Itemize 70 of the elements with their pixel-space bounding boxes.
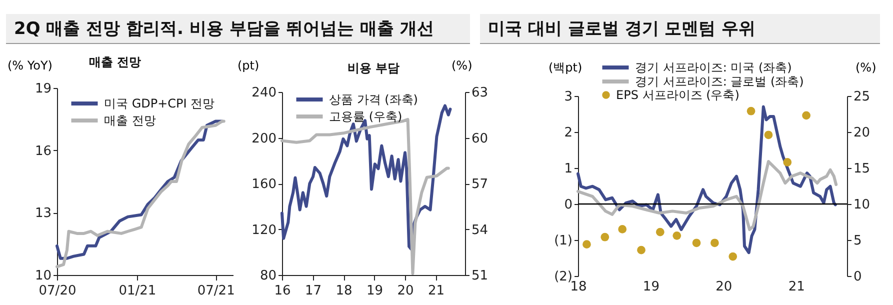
chart-title: 미국 대비 글로벌 경기 모멘텀 우위 bbox=[480, 14, 880, 44]
legend-label: 고용률 (우축) bbox=[329, 110, 402, 124]
legend-label: 경기 서프라이즈: 글로벌 (좌축) bbox=[635, 74, 804, 88]
y-axis-title: (% YoY) bbox=[8, 58, 52, 72]
chart-title: 2Q 매출 전망 합리적. 비용 부담을 뛰어넘는 매출 개선 bbox=[6, 14, 470, 44]
y2-tick-label: 54 bbox=[472, 222, 488, 238]
x-tick-label: 19 bbox=[366, 284, 384, 298]
legend-label: 상품 가격 (좌축) bbox=[329, 92, 418, 106]
y-tick-label: 240 bbox=[252, 86, 276, 100]
point bbox=[600, 232, 610, 242]
line-series bbox=[280, 104, 452, 252]
y2-tick-label: 25 bbox=[854, 90, 870, 104]
y2-tick-label: 0 bbox=[854, 270, 862, 284]
chart-subtitle: 매출 전망 bbox=[88, 55, 142, 69]
y-tick-label: 120 bbox=[252, 222, 276, 238]
point bbox=[618, 225, 627, 234]
y-tick-label: 10 bbox=[34, 268, 52, 284]
legend-label: 미국 GDP+CPI 전망 bbox=[104, 96, 215, 110]
y-tick-label: 80 bbox=[260, 268, 276, 284]
y2-tick-label: 5 bbox=[854, 234, 862, 248]
x-tick-label: 19 bbox=[642, 280, 660, 294]
y-axis-title: (백pt) bbox=[548, 60, 582, 74]
legend-label: 경기 서프라이즈: 미국 (좌축) bbox=[635, 60, 792, 74]
point bbox=[783, 158, 792, 166]
point bbox=[802, 111, 810, 120]
chart-title: 비용 부담 bbox=[347, 61, 400, 75]
y-tick-label: 16 bbox=[34, 144, 52, 159]
y-tick-label: 3 bbox=[564, 90, 572, 104]
y-tick-label: (1) bbox=[554, 234, 572, 248]
legend-label: EPS 서프라이즈 (우축) bbox=[616, 88, 740, 102]
x-tick-label: 20 bbox=[716, 280, 732, 294]
point bbox=[728, 252, 738, 261]
legend-label: 매출 전망 bbox=[104, 114, 156, 128]
x-tick-label: 07/20 bbox=[38, 284, 76, 298]
x-tick-label: 18 bbox=[570, 280, 587, 294]
y2-tick-label: 51 bbox=[472, 268, 488, 284]
y2-tick-label: 10 bbox=[854, 198, 870, 212]
point bbox=[672, 232, 682, 240]
x-tick-label: 21 bbox=[788, 280, 805, 294]
y2-tick-label: 57 bbox=[472, 177, 488, 192]
y-tick-label: 160 bbox=[252, 177, 276, 192]
x-tick-label: 01/21 bbox=[118, 284, 156, 298]
y2-tick-label: 20 bbox=[854, 126, 870, 140]
y2-tick-label: 15 bbox=[854, 162, 870, 176]
x-tick-label: 21 bbox=[428, 284, 445, 298]
y-tick-label: 1 bbox=[564, 162, 572, 176]
x-tick-label: 16 bbox=[274, 284, 291, 298]
y2-tick-label: 60 bbox=[472, 131, 488, 146]
y-tick-label: (2) bbox=[554, 270, 572, 284]
y2-axis-title: (%) bbox=[856, 60, 876, 74]
x-tick-label: 07/21 bbox=[197, 284, 235, 298]
y-tick-label: 19 bbox=[34, 82, 52, 96]
point bbox=[710, 238, 719, 248]
x-tick-label: 18 bbox=[336, 284, 352, 298]
y2-tick-label: 63 bbox=[472, 86, 488, 100]
point bbox=[692, 238, 701, 248]
y-tick-label: 200 bbox=[252, 131, 276, 146]
y-tick-label: 0 bbox=[564, 198, 572, 212]
x-tick-label: 20 bbox=[397, 284, 414, 298]
x-tick-label: 17 bbox=[304, 284, 322, 298]
point bbox=[656, 228, 664, 236]
point bbox=[764, 130, 773, 140]
y-tick-label: 13 bbox=[34, 206, 52, 222]
y2-axis-title: (%) bbox=[452, 58, 472, 72]
y-tick-label: 2 bbox=[564, 126, 572, 140]
point bbox=[746, 106, 756, 116]
y-axis-title: (pt) bbox=[238, 58, 260, 72]
point bbox=[637, 246, 646, 254]
point bbox=[582, 240, 591, 248]
line-series bbox=[576, 160, 838, 232]
